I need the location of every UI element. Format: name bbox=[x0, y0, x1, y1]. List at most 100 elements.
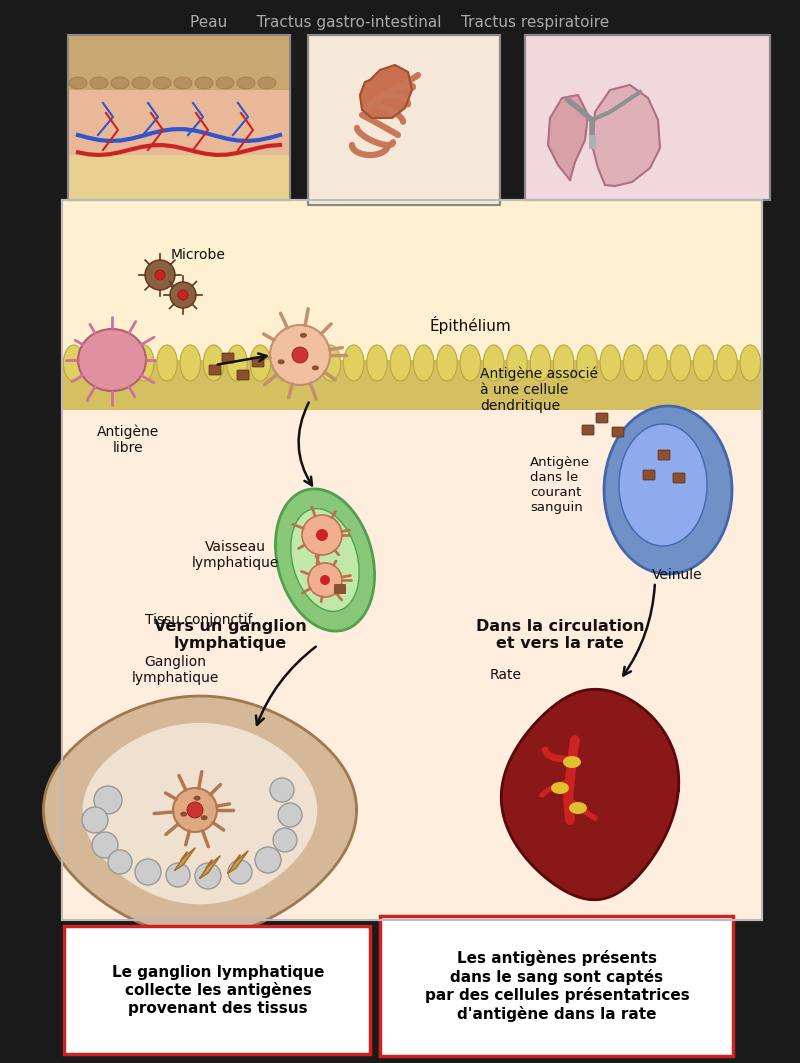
Ellipse shape bbox=[78, 330, 146, 391]
Polygon shape bbox=[502, 689, 678, 899]
Ellipse shape bbox=[194, 796, 201, 800]
Circle shape bbox=[82, 807, 108, 833]
FancyBboxPatch shape bbox=[62, 360, 762, 410]
Ellipse shape bbox=[569, 802, 587, 814]
Ellipse shape bbox=[670, 345, 690, 381]
Circle shape bbox=[270, 778, 294, 802]
Polygon shape bbox=[83, 724, 317, 904]
Text: Antigène
dans le
courant
sanguin: Antigène dans le courant sanguin bbox=[530, 456, 590, 514]
Text: Rate: Rate bbox=[490, 668, 522, 682]
Ellipse shape bbox=[216, 77, 234, 89]
Ellipse shape bbox=[110, 345, 130, 381]
Ellipse shape bbox=[366, 345, 387, 381]
Circle shape bbox=[302, 514, 342, 555]
Ellipse shape bbox=[623, 345, 644, 381]
Text: Microbe: Microbe bbox=[170, 248, 226, 261]
FancyBboxPatch shape bbox=[68, 35, 290, 90]
Circle shape bbox=[94, 786, 122, 814]
Polygon shape bbox=[360, 65, 412, 118]
Text: Dans la circulation
et vers la rate: Dans la circulation et vers la rate bbox=[476, 619, 644, 652]
Ellipse shape bbox=[554, 345, 574, 381]
Ellipse shape bbox=[157, 345, 178, 381]
Ellipse shape bbox=[563, 756, 581, 767]
Ellipse shape bbox=[619, 424, 707, 546]
Ellipse shape bbox=[90, 77, 108, 89]
Circle shape bbox=[170, 282, 196, 308]
Ellipse shape bbox=[577, 345, 598, 381]
Polygon shape bbox=[43, 696, 357, 937]
Circle shape bbox=[278, 803, 302, 827]
Text: Les antigènes présents
dans le sang sont captés
par des cellules présentatrices
: Les antigènes présents dans le sang sont… bbox=[425, 950, 690, 1022]
FancyBboxPatch shape bbox=[308, 35, 500, 205]
Ellipse shape bbox=[250, 345, 270, 381]
Circle shape bbox=[145, 260, 175, 290]
Ellipse shape bbox=[237, 77, 255, 89]
Ellipse shape bbox=[320, 345, 341, 381]
FancyBboxPatch shape bbox=[68, 90, 290, 155]
Ellipse shape bbox=[278, 359, 285, 365]
FancyBboxPatch shape bbox=[612, 427, 624, 437]
Ellipse shape bbox=[437, 345, 458, 381]
Text: Épithélium: Épithélium bbox=[429, 316, 511, 334]
FancyBboxPatch shape bbox=[658, 450, 670, 460]
Text: Antigène
libre: Antigène libre bbox=[97, 424, 159, 455]
Ellipse shape bbox=[343, 345, 364, 381]
Circle shape bbox=[173, 788, 217, 832]
Circle shape bbox=[273, 828, 297, 853]
FancyBboxPatch shape bbox=[62, 200, 762, 919]
Ellipse shape bbox=[297, 345, 318, 381]
Circle shape bbox=[292, 347, 308, 362]
Ellipse shape bbox=[274, 345, 294, 381]
Ellipse shape bbox=[195, 77, 213, 89]
Ellipse shape bbox=[275, 489, 374, 631]
Text: Vaisseau
lymphatique: Vaisseau lymphatique bbox=[191, 540, 278, 570]
Circle shape bbox=[92, 832, 118, 858]
FancyBboxPatch shape bbox=[380, 916, 733, 1056]
FancyBboxPatch shape bbox=[252, 357, 264, 367]
Ellipse shape bbox=[646, 345, 667, 381]
Ellipse shape bbox=[717, 345, 738, 381]
Ellipse shape bbox=[203, 345, 224, 381]
FancyBboxPatch shape bbox=[68, 155, 290, 200]
Ellipse shape bbox=[153, 77, 171, 89]
Ellipse shape bbox=[132, 77, 150, 89]
Circle shape bbox=[178, 290, 188, 300]
Circle shape bbox=[155, 270, 165, 280]
Ellipse shape bbox=[414, 345, 434, 381]
Polygon shape bbox=[548, 95, 588, 180]
Ellipse shape bbox=[312, 366, 319, 370]
Circle shape bbox=[228, 860, 252, 884]
Circle shape bbox=[308, 563, 342, 597]
FancyBboxPatch shape bbox=[596, 414, 608, 423]
Text: Antigène associé
à une cellule
dendritique: Antigène associé à une cellule dendritiq… bbox=[480, 367, 598, 414]
Ellipse shape bbox=[180, 812, 187, 816]
Ellipse shape bbox=[111, 77, 129, 89]
FancyBboxPatch shape bbox=[222, 353, 234, 362]
Text: Le ganglion lymphatique
collecte les antigènes
provenant des tissus: Le ganglion lymphatique collecte les ant… bbox=[112, 964, 324, 1015]
Circle shape bbox=[195, 863, 221, 889]
Ellipse shape bbox=[180, 345, 201, 381]
Ellipse shape bbox=[258, 77, 276, 89]
Circle shape bbox=[108, 850, 132, 874]
Circle shape bbox=[270, 325, 330, 385]
Ellipse shape bbox=[694, 345, 714, 381]
FancyBboxPatch shape bbox=[68, 35, 290, 200]
Ellipse shape bbox=[460, 345, 481, 381]
Ellipse shape bbox=[226, 345, 247, 381]
FancyBboxPatch shape bbox=[582, 425, 594, 435]
FancyBboxPatch shape bbox=[643, 470, 655, 480]
Ellipse shape bbox=[63, 345, 84, 381]
FancyBboxPatch shape bbox=[334, 584, 346, 594]
Text: Vers un ganglion
lymphatique: Vers un ganglion lymphatique bbox=[154, 619, 306, 652]
Ellipse shape bbox=[201, 815, 208, 821]
Ellipse shape bbox=[506, 345, 527, 381]
FancyBboxPatch shape bbox=[62, 410, 762, 919]
Polygon shape bbox=[592, 85, 660, 186]
Circle shape bbox=[135, 859, 161, 885]
Text: Veinule: Veinule bbox=[652, 568, 702, 583]
Polygon shape bbox=[200, 856, 220, 878]
FancyBboxPatch shape bbox=[209, 365, 221, 375]
Circle shape bbox=[316, 529, 328, 541]
Ellipse shape bbox=[483, 345, 504, 381]
Circle shape bbox=[166, 863, 190, 887]
